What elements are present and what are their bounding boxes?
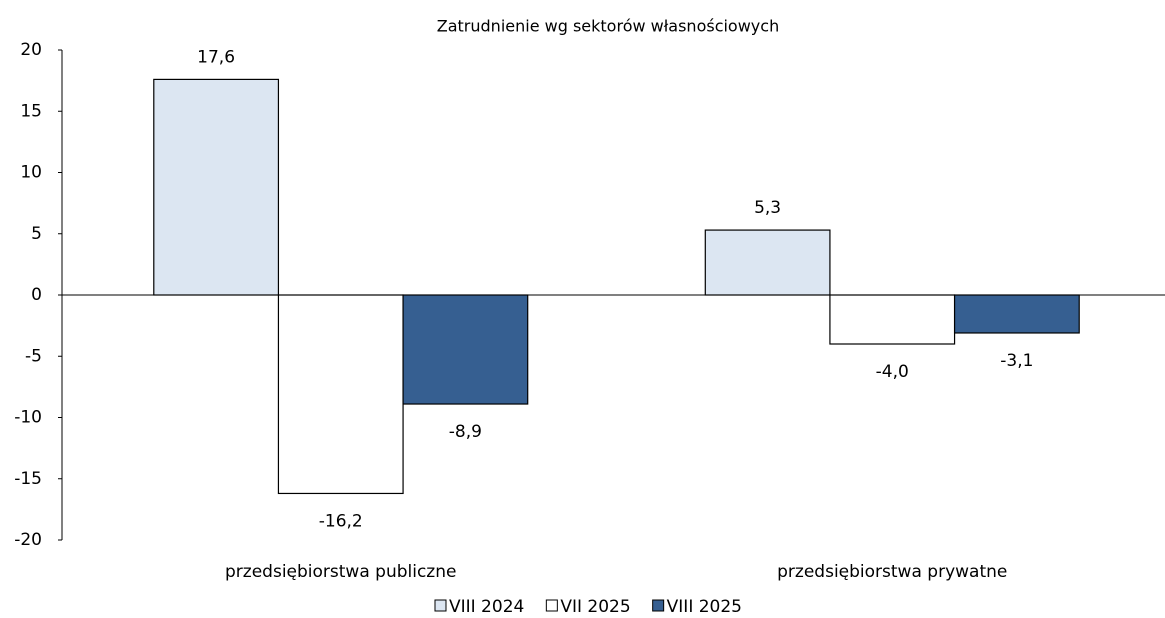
- x-tick-label: przedsiębiorstwa prywatne: [777, 562, 1007, 582]
- data-label: 17,6: [197, 47, 235, 67]
- legend-label: VIII 2024: [449, 597, 524, 617]
- x-tick-label: przedsiębiorstwa publiczne: [225, 562, 456, 582]
- legend-label: VIII 2025: [667, 597, 742, 617]
- data-label: -3,1: [1000, 351, 1033, 371]
- bar: [829, 294, 956, 345]
- y-tick-label: -10: [14, 408, 42, 428]
- y-tick-label: -20: [14, 530, 42, 550]
- bar: [402, 294, 529, 405]
- y-tick-label: 20: [20, 40, 42, 60]
- data-label: -8,9: [449, 422, 482, 442]
- legend-label: VII 2025: [560, 597, 630, 617]
- y-tick-label: 0: [31, 285, 42, 305]
- y-tick-label: -5: [25, 346, 42, 366]
- legend-swatch: [545, 599, 558, 612]
- data-label: -16,2: [319, 511, 363, 531]
- legend-swatch: [434, 599, 447, 612]
- data-label: -4,0: [876, 362, 909, 382]
- bar: [704, 229, 831, 296]
- legend-swatch: [652, 599, 665, 612]
- bar: [953, 294, 1080, 334]
- y-tick-label: 5: [31, 224, 42, 244]
- data-label: 5,3: [754, 198, 781, 218]
- y-tick-label: 10: [20, 163, 42, 183]
- bar: [277, 294, 404, 495]
- chart-title: Zatrudnienie wg sektorów własnościowych: [437, 17, 779, 36]
- bar: [153, 78, 280, 296]
- y-tick-label: 15: [20, 101, 42, 121]
- y-tick-label: -15: [14, 469, 42, 489]
